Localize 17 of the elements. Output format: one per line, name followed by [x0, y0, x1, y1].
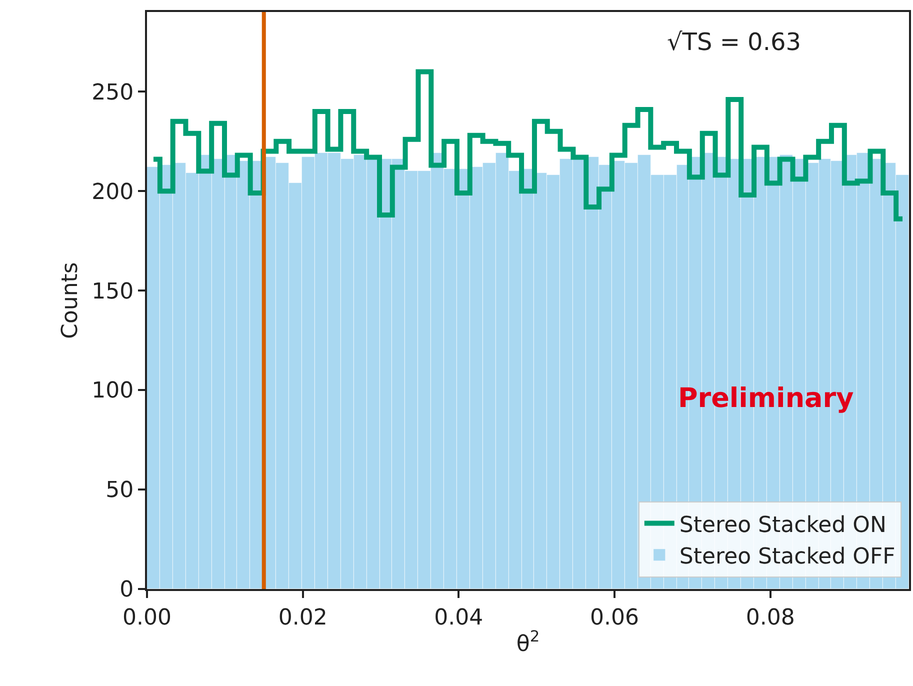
x-tick-label: 0.04: [434, 605, 484, 630]
annotation: √TS = 0.63: [667, 28, 801, 56]
legend-label: Stereo Stacked OFF: [679, 544, 896, 570]
x-tick-label: 0.00: [122, 605, 172, 630]
y-tick-label: 200: [92, 180, 134, 205]
y-axis-title: Counts: [58, 262, 83, 339]
x-axis-title: θ$^{2}$: [516, 628, 540, 657]
legend-label: Stereo Stacked ON: [679, 512, 886, 538]
x-tick-label: 0.08: [746, 605, 795, 630]
y-tick-label: 0: [120, 578, 134, 603]
y-tick-label: 50: [106, 478, 134, 504]
x-tick-label: 0.06: [590, 605, 639, 630]
y-tick-label: 150: [92, 279, 134, 304]
y-tick-label: 250: [92, 80, 134, 106]
y-tick-label: 100: [92, 378, 134, 404]
x-tick-label: 0.02: [278, 605, 328, 630]
annotation: Preliminary: [678, 383, 854, 414]
